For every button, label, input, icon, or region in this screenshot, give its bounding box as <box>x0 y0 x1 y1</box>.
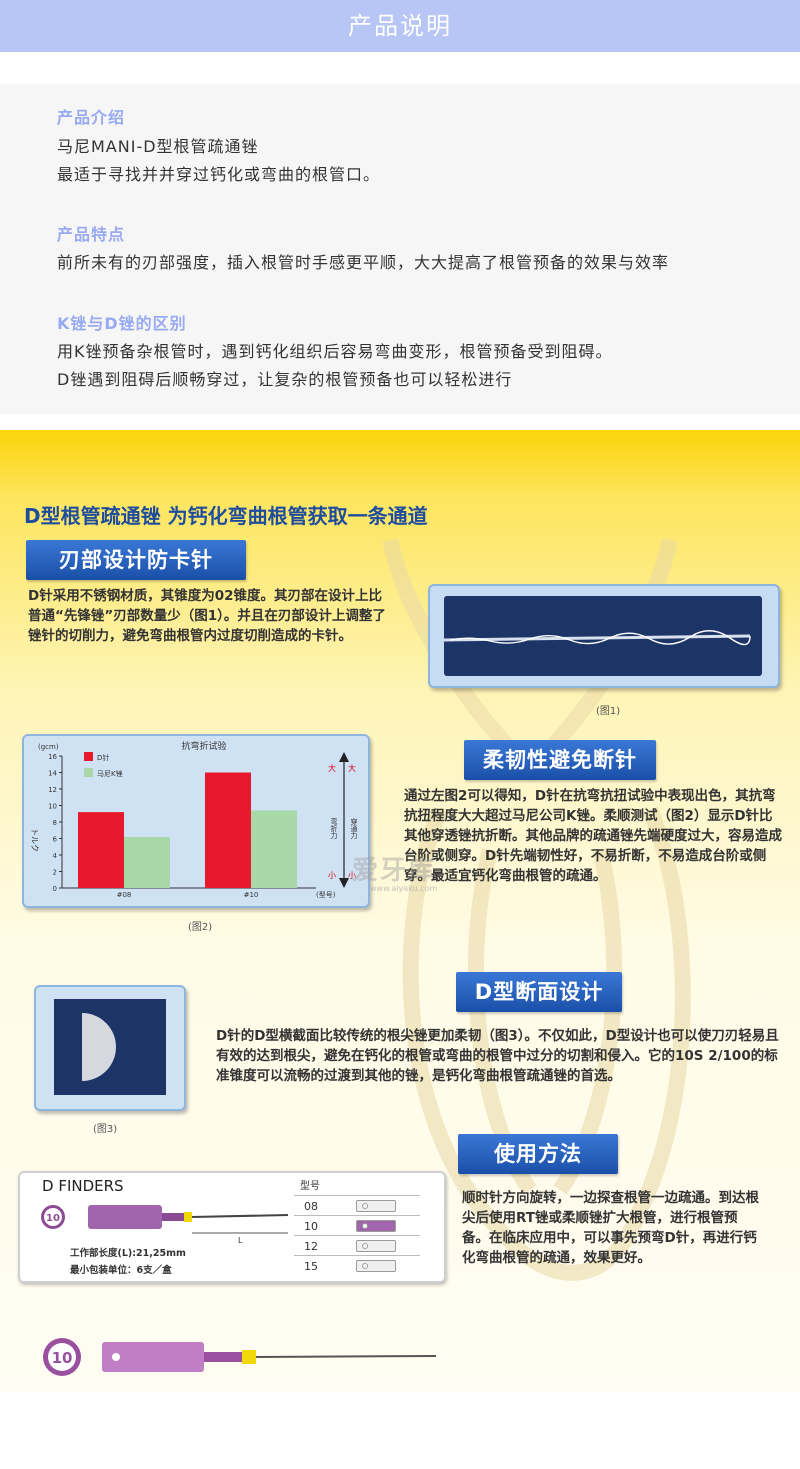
d-section-banner: D型断面设计 <box>456 972 622 1012</box>
min-pack: 最小包装单位：6支／盒 <box>70 1265 172 1276</box>
y-tick-label: 10 <box>48 803 57 811</box>
category-label: #08 <box>117 891 132 899</box>
y-tick-label: 6 <box>53 836 58 844</box>
y-tick-label: 14 <box>48 770 57 778</box>
figure-3 <box>34 985 186 1111</box>
features-heading: 产品特点 <box>57 225 126 244</box>
blade-design-text: D针采用不锈钢材质，其锥度为02锥度。其刃部在设计上比普通“先锋锉”刃部数量少（… <box>28 588 386 644</box>
intro-line-2: 最适于寻找并并穿过钙化或弯曲的根管口。 <box>57 165 381 184</box>
chart-xlabel: (型号) <box>316 890 336 899</box>
usage-text: 顺时针方向旋转，一边探查根管一边疏通。到达根尖后使用RT锉或柔顺锉扩大根管，进行… <box>462 1190 759 1266</box>
handle-icon <box>356 1220 396 1232</box>
product-intro-section: 产品介绍 马尼MANI-D型根管疏通锉 最适于寻找并并穿过钙化或弯曲的根管口。 … <box>0 84 800 414</box>
chart-low-label-2: 小 <box>348 871 356 880</box>
chart-title: 抗弯折试验 <box>181 740 226 752</box>
figure-3-caption: (图3) <box>93 1124 118 1135</box>
length-label: L <box>238 1236 243 1245</box>
y-tick-label: 2 <box>53 869 57 877</box>
chart-right-label-2: 穿通力 <box>350 817 358 840</box>
poster-title: D型根管疏通锉 为钙化弯曲根管获取一条通道 <box>24 504 428 528</box>
bottom-file-drawing: 10 <box>43 1338 437 1376</box>
size-label: 08 <box>304 1200 318 1213</box>
bar-k-0 <box>124 836 170 888</box>
bar-d-0 <box>78 812 124 888</box>
size-label: 12 <box>304 1240 318 1253</box>
chart-unit: (gcm) <box>38 743 59 751</box>
figure-1-caption: (图1) <box>596 706 621 717</box>
cross-section-drawing <box>54 999 166 1095</box>
intro-heading: 产品介绍 <box>57 108 126 127</box>
size-row-10: 10 <box>294 1215 420 1235</box>
bend-test-chart: (gcm) 抗弯折试验 D针 马尼K锉 トルク 0 2 4 6 8 10 12 14 16 #0… <box>30 740 358 899</box>
legend-swatch-d <box>84 752 93 761</box>
handle-icon <box>356 1260 396 1272</box>
size-label: 10 <box>304 1220 318 1233</box>
blade-design-banner: 刃部设计防卡针 <box>26 540 246 580</box>
bar-d-1 <box>205 772 251 888</box>
handle-icon <box>356 1200 396 1212</box>
chart-high-label-2: 大 <box>348 763 356 773</box>
chart-right-label: 弯折力 <box>330 817 338 840</box>
difference-heading: K锉与D锉的区别 <box>57 314 187 333</box>
file-photo <box>443 596 762 676</box>
bar-k-1 <box>251 810 297 888</box>
usage-banner: 使用方法 <box>458 1134 618 1174</box>
legend-swatch-k <box>84 768 93 777</box>
figure-2-caption: (图2) <box>188 922 213 933</box>
d-finders-file-diagram: 10 L <box>41 1205 289 1245</box>
chart-high-label: 大 <box>328 763 336 773</box>
page-header: 产品说明 <box>0 0 800 52</box>
figure-1 <box>428 584 780 688</box>
legend-label-d: D针 <box>97 753 109 762</box>
y-tick-label: 16 <box>48 753 57 761</box>
flexibility-text: 通过左图2可以得知，D针在抗弯抗扭试验中表现出色，其抗弯抗扭程度大大超过马尼公司… <box>404 788 782 884</box>
size-header: 型号 <box>300 1181 320 1192</box>
size-table: 08 10 12 15 <box>294 1195 420 1275</box>
y-tick-label: 12 <box>48 786 57 794</box>
size-label: 15 <box>304 1260 318 1273</box>
handle-icon <box>356 1240 396 1252</box>
y-tick-label: 8 <box>53 819 57 827</box>
bottom-size-badge: 10 <box>52 1349 73 1367</box>
y-tick-label: 0 <box>53 885 57 893</box>
product-poster: D型根管疏通锉 为钙化弯曲根管获取一条通道 刃部设计防卡针 D针采用不锈钢材质，… <box>0 430 800 1392</box>
features-line: 前所未有的刃部强度，插入根管时手感更平顺，大大提高了根管预备的效果与效率 <box>57 253 670 272</box>
chart-ylabel: トルク <box>30 828 39 852</box>
size-badge-10: 10 <box>46 1213 60 1224</box>
d-finders-title: D FINDERS <box>42 1177 124 1195</box>
difference-line-1: 用K锉预备杂根管时，遇到钙化组织后容易弯曲变形，根管预备受到阻碍。 <box>57 342 613 361</box>
size-row-08: 08 <box>294 1195 420 1215</box>
d-section-text: D针的D型横截面比较传统的根尖锉更加柔韧（图3）。不仅如此，D型设计也可以使刀刃… <box>216 1028 779 1084</box>
size-row-12: 12 <box>294 1235 420 1255</box>
figure-2-chart: (gcm) 抗弯折试验 D针 马尼K锉 トルク 0 2 4 6 8 10 12 14 16 #0… <box>22 734 370 908</box>
size-row-15: 15 <box>294 1255 420 1275</box>
legend-label-k: 马尼K锉 <box>97 769 123 778</box>
category-label: #10 <box>244 891 259 899</box>
y-tick-label: 4 <box>53 852 58 860</box>
watermark-text: 爱牙库 <box>352 856 437 886</box>
flexibility-banner: 柔韧性避免断针 <box>464 740 656 780</box>
intro-line-1: 马尼MANI-D型根管疏通锉 <box>57 137 259 156</box>
working-length: 工作部长度(L):21,25mm <box>70 1248 186 1259</box>
difference-line-2: D锉遇到阻碍后顺畅穿过，让复杂的根管预备也可以轻松进行 <box>57 370 513 389</box>
watermark-url: www.aiyaku.com <box>370 884 438 893</box>
chart-low-label: 小 <box>328 871 336 880</box>
d-finders-card: D FINDERS 10 L 工作部长度(L):21,25mm 最小包装单位：6… <box>18 1171 446 1283</box>
